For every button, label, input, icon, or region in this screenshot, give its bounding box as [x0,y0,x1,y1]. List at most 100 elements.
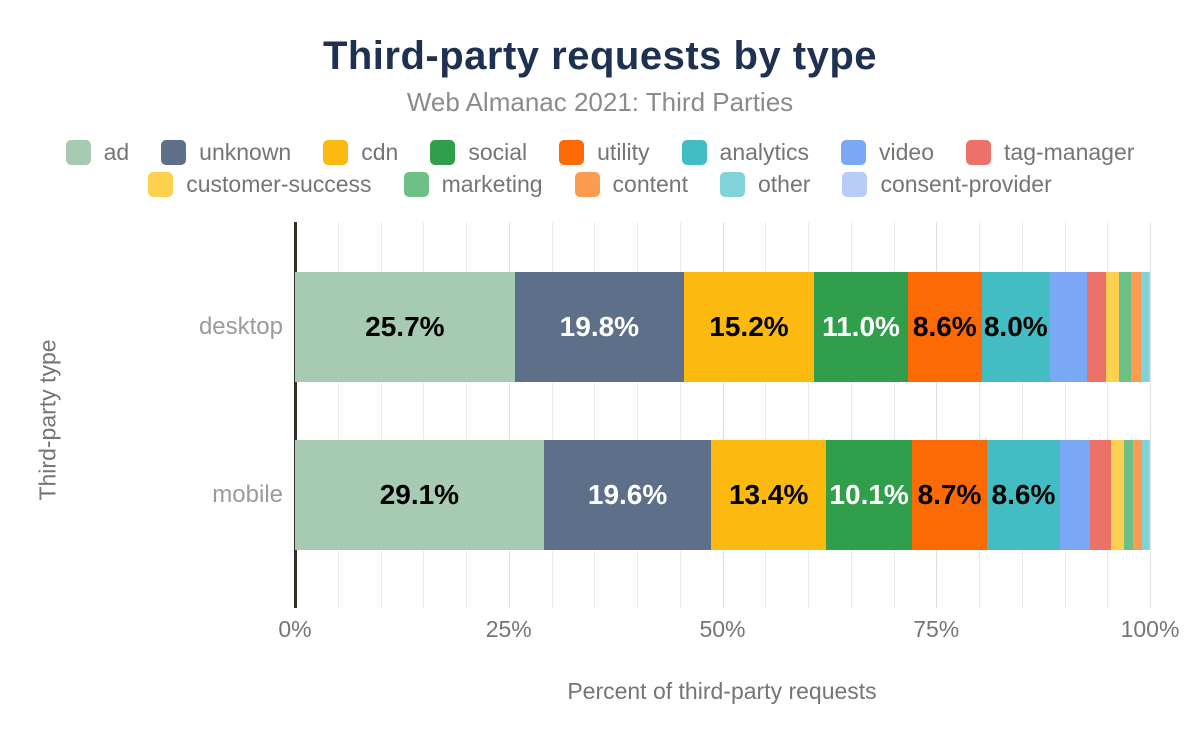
legend-label: marketing [441,171,543,197]
legend-item-cdn[interactable]: cdn [323,140,398,165]
segment-mobile-tag-manager[interactable] [1090,440,1111,550]
legend-label: social [468,139,528,165]
legend-label: other [758,171,811,197]
segment-desktop-marketing[interactable] [1119,272,1132,382]
legend-item-social[interactable]: social [430,140,527,165]
x-tick-label: 25% [485,616,532,642]
plot-area: 25.7% 19.8% 15.2% 11.0% 8.6% 8.0% desktop 29.1%… [199,222,1179,642]
segment-desktop-ad[interactable]: 25.7% [295,272,515,382]
legend-swatch [430,140,456,165]
gridline [637,222,638,608]
legend-swatch [65,140,91,165]
gridline [423,222,425,608]
segment-desktop-video[interactable] [1049,272,1087,382]
legend-swatch [842,172,868,197]
segment-desktop-consent-provider[interactable] [1149,272,1150,382]
segment-label: 29.1% [379,479,460,510]
segment-mobile-marketing[interactable] [1124,440,1133,550]
legend-label: tag-manager [1004,139,1135,165]
legend-label: utility [597,139,650,165]
legend-item-tag-manager[interactable]: tag-manager [966,140,1134,165]
gridline [380,222,382,608]
segment-mobile-video[interactable] [1060,440,1091,550]
x-tick-label: 75% [913,616,960,642]
segment-label: 8.0% [983,311,1048,342]
legend-item-consent-provider[interactable]: consent-provider [842,171,1052,197]
legend-swatch [574,172,600,197]
segment-mobile-unknown[interactable]: 19.6% [543,440,712,550]
segment-label: 15.2% [709,311,789,342]
legend-item-video[interactable]: video [841,140,934,165]
segment-label: 25.7% [365,311,445,342]
gridline [893,222,895,608]
segment-desktop-other[interactable] [1141,272,1150,382]
legend-item-analytics[interactable]: analytics [681,139,810,165]
segment-mobile-utility[interactable]: 8.7% [912,440,987,550]
x-axis-title: Percent of third-party requests [567,678,877,704]
segment-mobile-ad[interactable]: 29.1% [295,440,544,550]
segment-label: 11.0% [822,311,900,342]
legend-label: customer-success [186,171,372,197]
gridline [337,222,339,608]
legend-label: analytics [719,139,810,165]
gridline [722,222,724,608]
segment-desktop-cdn[interactable]: 15.2% [684,272,814,382]
segment-mobile-other[interactable] [1142,440,1150,550]
segment-label: 19.8% [559,311,640,342]
legend-item-other[interactable]: other [720,172,810,197]
bar-mobile: 29.1% 19.6% 13.4% 10.1% 8.7% 8.6% [295,440,1150,550]
legend-swatch [403,172,429,197]
y-axis-title: Third-party type [34,339,61,501]
segment-desktop-social[interactable]: 11.0% [813,272,909,382]
legend-item-customer-success[interactable]: customer-success [148,171,372,197]
segment-label: 10.1% [829,479,909,510]
gridline [1021,222,1023,608]
legend-swatch [559,140,585,165]
gridline [979,222,980,608]
x-tick-label: 0% [278,616,312,642]
segment-mobile-customer-success[interactable] [1110,440,1125,550]
legend-row: customer-success marketing content other con… [148,172,1052,197]
segment-mobile-cdn[interactable]: 13.4% [711,440,826,550]
legend-swatch [966,140,992,165]
segment-desktop-analytics[interactable]: 8.0% [981,272,1050,382]
gridline [850,222,852,608]
legend-swatch [720,172,745,197]
page-title: Third-party requests by type [322,34,878,78]
segment-mobile-analytics[interactable]: 8.6% [986,440,1061,550]
legend-label: video [879,139,935,165]
legend-label: consent-provider [880,171,1052,197]
gridline [466,222,467,608]
bar-desktop: 25.7% 19.8% 15.2% 11.0% 8.6% 8.0% [295,272,1150,382]
x-tick-label: 50% [699,616,746,642]
gridline [1150,222,1151,608]
legend-swatch [841,140,867,165]
gridline [936,222,938,608]
segment-desktop-utility[interactable]: 8.6% [908,272,982,382]
legend: ad unknown cdn social utility analytics video t… [0,140,1200,197]
gridline [1064,222,1066,608]
segment-label: 8.6% [912,311,977,342]
gridline [594,222,596,608]
legend-item-utility[interactable]: utility [559,139,650,165]
segment-mobile-consent-provider[interactable] [1149,440,1150,550]
gridline [1107,222,1109,608]
segment-desktop-customer-success[interactable] [1105,272,1120,382]
category-label-mobile: mobile [212,481,283,508]
legend-swatch [148,172,174,197]
legend-item-marketing[interactable]: marketing [403,171,543,197]
y-axis-line [294,222,297,608]
gridline [765,222,767,608]
segment-desktop-unknown[interactable]: 19.8% [514,272,685,382]
legend-item-ad[interactable]: ad [65,140,129,165]
legend-item-unknown[interactable]: unknown [161,140,291,165]
segment-mobile-content[interactable] [1132,440,1143,550]
segment-mobile-social[interactable]: 10.1% [825,440,913,550]
segment-desktop-content[interactable] [1131,272,1142,382]
gridline [808,222,809,608]
legend-item-content[interactable]: content [574,171,688,197]
legend-label: content [612,171,688,197]
segment-desktop-tag-manager[interactable] [1086,272,1106,382]
legend-swatch [681,140,707,165]
